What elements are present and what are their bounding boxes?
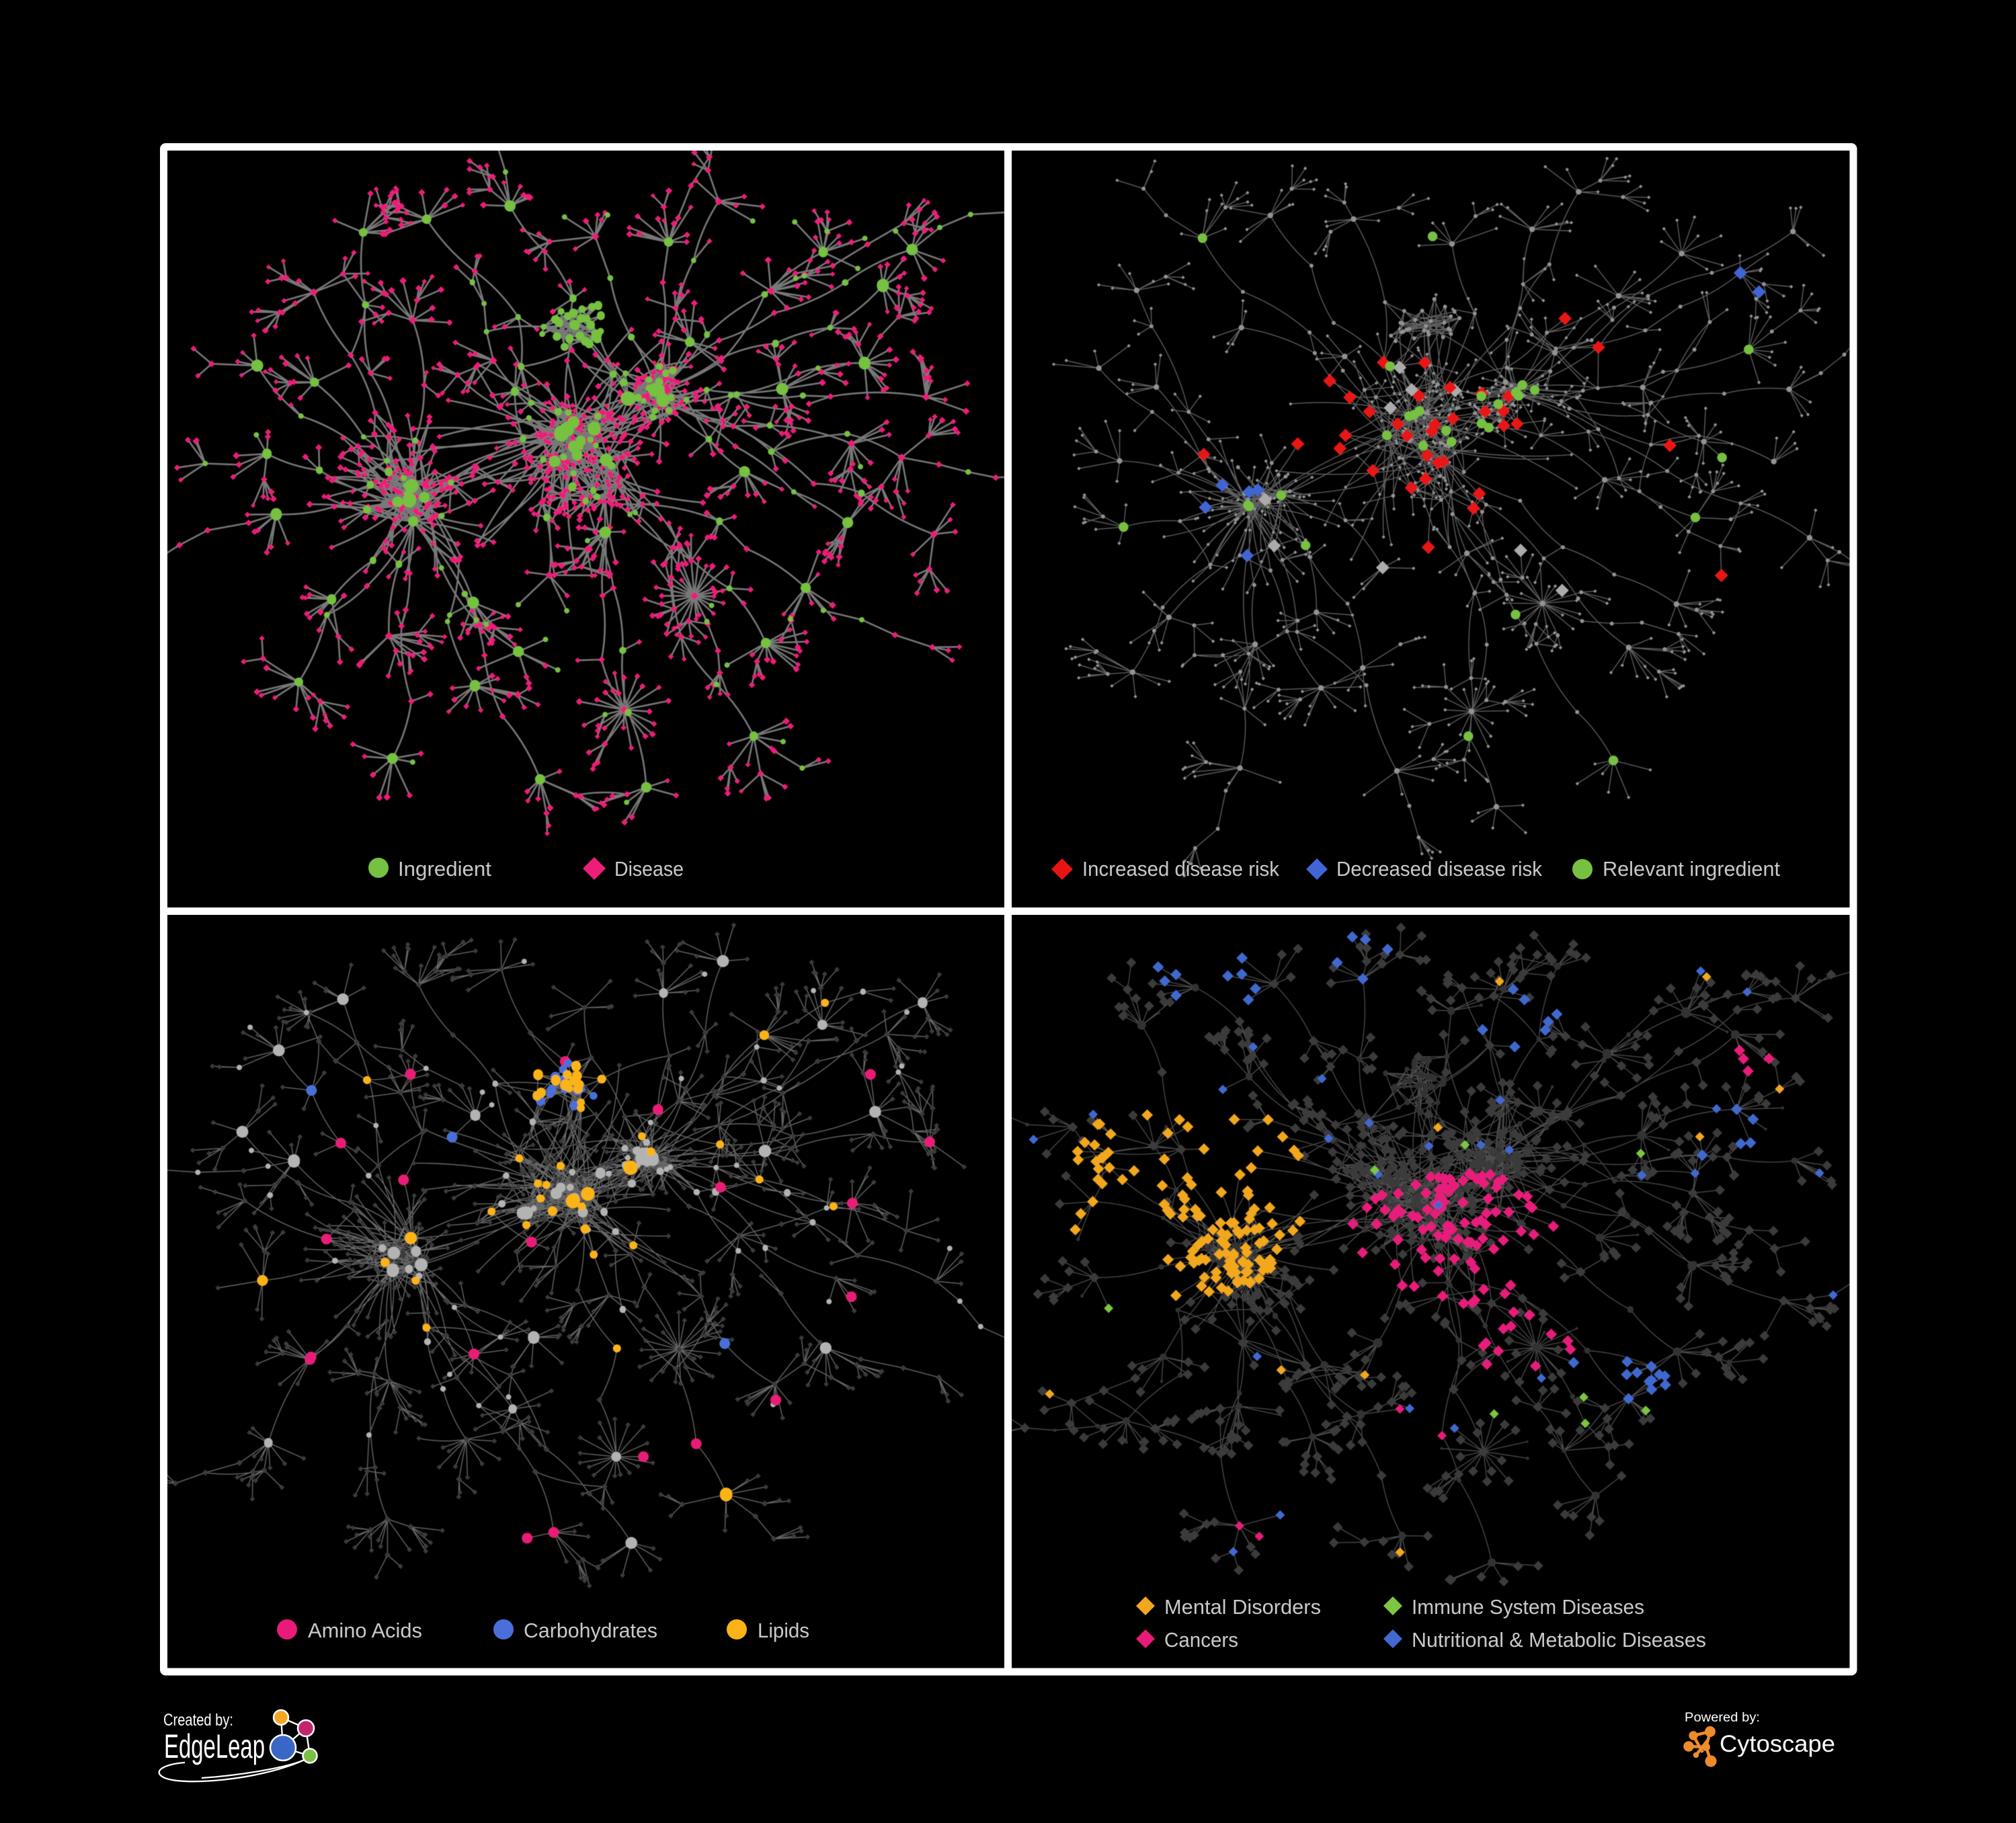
svg-text:EdgeLeap: EdgeLeap (164, 1728, 265, 1765)
svg-text:Amino Acids: Amino Acids (308, 1619, 422, 1642)
svg-text:Increased disease risk: Increased disease risk (1082, 857, 1279, 881)
svg-text:Cancers: Cancers (1164, 1628, 1238, 1652)
svg-text:Created by:: Created by: (163, 1711, 233, 1730)
svg-text:Ingredient: Ingredient (398, 857, 491, 881)
svg-text:Carbohydrates: Carbohydrates (524, 1619, 657, 1642)
svg-text:Relevant ingredient: Relevant ingredient (1603, 857, 1780, 881)
svg-text:Powered by:: Powered by: (1685, 1711, 1760, 1725)
svg-text:Lipids: Lipids (758, 1619, 809, 1642)
svg-text:Nutritional & Metabolic Diseas: Nutritional & Metabolic Diseases (1412, 1628, 1706, 1652)
svg-text:Mental Disorders: Mental Disorders (1164, 1595, 1321, 1619)
svg-text:Decreased disease risk: Decreased disease risk (1336, 857, 1542, 881)
svg-text:Immune System Diseases: Immune System Diseases (1412, 1595, 1644, 1619)
svg-text:Cytoscape: Cytoscape (1720, 1731, 1835, 1757)
svg-text:Disease: Disease (614, 857, 684, 881)
